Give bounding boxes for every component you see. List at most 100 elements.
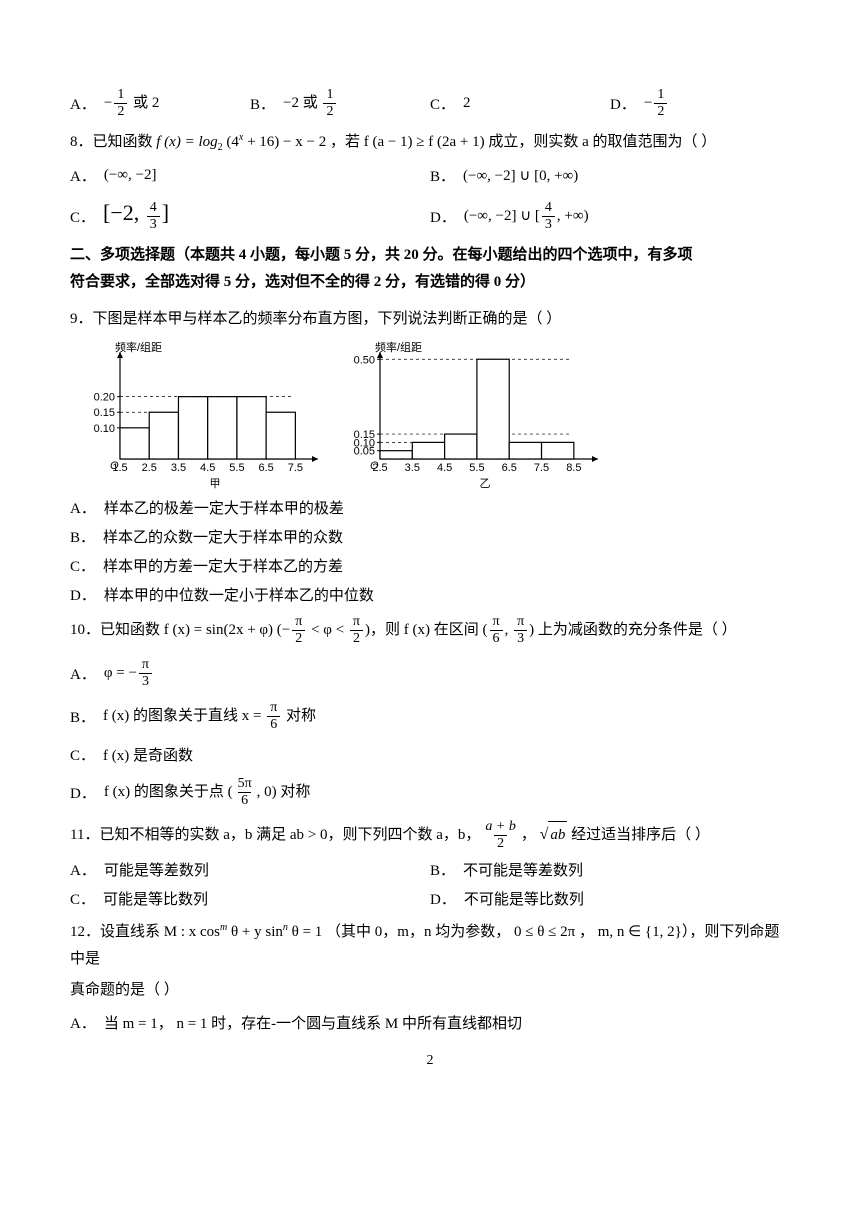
opt-text: 不可能是等比数列 [464,888,584,909]
q8-opt-a: A． (−∞, −2] [70,165,430,186]
opt-label: A． [70,859,96,880]
q8-options-row1: A． (−∞, −2] B． (−∞, −2] ∪ [0, +∞) [70,165,790,186]
svg-text:频率/组距: 频率/组距 [115,340,162,354]
opt-label: A． [70,93,96,114]
opt-label: C． [430,93,455,114]
opt-text: f (x) 的图象关于点 (5π6, 0) 对称 [104,777,311,808]
opt-text: (−∞, −2] ∪ [0, +∞) [463,166,578,185]
svg-text:7.5: 7.5 [288,462,303,474]
svg-text:0.10: 0.10 [94,423,115,435]
svg-text:1.5: 1.5 [112,462,127,474]
q11-options-row2: C． 可能是等比数列 D． 不可能是等比数列 [70,888,790,909]
opt-text: −12 或 2 [104,88,159,119]
opt-label: C． [70,555,95,576]
opt-text: 样本乙的众数一定大于样本甲的众数 [103,526,343,547]
svg-text:4.5: 4.5 [437,462,452,474]
q7-opt-c: C． 2 [430,88,610,119]
q11-opt-c: C． 可能是等比数列 [70,888,430,909]
opt-text: 样本乙的极差一定大于样本甲的极差 [104,497,344,518]
opt-label: A． [70,165,96,186]
q12-stem-2: 真命题的是（ ） [70,977,790,1004]
opt-text: −12 [644,88,669,119]
q11-options-row1: A． 可能是等差数列 B． 不可能是等差数列 [70,859,790,880]
opt-label: C． [70,744,95,765]
page-number: 2 [70,1053,790,1069]
svg-text:6.5: 6.5 [502,462,517,474]
svg-text:5.5: 5.5 [469,462,484,474]
opt-text: 2 [463,95,471,112]
svg-text:频率/组距: 频率/组距 [375,340,422,354]
opt-text: 不可能是等差数列 [463,859,583,880]
q8-options-row2: C． [−2, 43] D． (−∞, −2] ∪ [43, +∞) [70,200,790,232]
opt-label: C． [70,206,95,227]
opt-text: φ = −π3 [104,658,154,689]
svg-text:5.5: 5.5 [229,462,244,474]
q9-charts: 频率/组距O0.100.150.201.52.53.54.55.56.57.5甲… [70,339,790,489]
q9-histogram-1: 频率/组距O0.100.150.201.52.53.54.55.56.57.5甲 [70,339,330,489]
section-2-title: 二、多项选择题（本题共 4 小题，每小题 5 分，共 20 分。在每小题给出的四… [70,242,790,296]
q8-opt-d: D． (−∞, −2] ∪ [43, +∞) [430,200,790,232]
opt-label: B． [250,93,275,114]
q11-stem: 11．已知不相等的实数 a，b 满足 ab > 0，则下列四个数 a，b，a +… [70,820,790,851]
opt-text: (−∞, −2] [104,167,157,184]
q7-opt-b: B． −2 或 12 [250,88,430,119]
opt-text: 样本甲的中位数一定小于样本乙的中位数 [104,584,374,605]
page: A． −12 或 2 B． −2 或 12 C． 2 D． −12 8．已知函数… [0,0,860,1089]
opt-text: [−2, 43] [103,200,169,232]
q8-opt-b: B． (−∞, −2] ∪ [0, +∞) [430,165,790,186]
q12-opt-a: A． 当 m = 1， n = 1 时，存在-一个圆与直线系 M 中所有直线都相切 [70,1012,790,1033]
opt-label: B． [70,706,95,727]
opt-label: D． [70,782,96,803]
opt-text: 可能是等差数列 [104,859,209,880]
svg-text:4.5: 4.5 [200,462,215,474]
q7-opt-d: D． −12 [610,88,790,119]
q10-opt-d: D． f (x) 的图象关于点 (5π6, 0) 对称 [70,777,790,808]
svg-text:3.5: 3.5 [405,462,420,474]
opt-label: C． [70,888,95,909]
svg-text:3.5: 3.5 [171,462,186,474]
q12-stem: 12．设直线系 M : x cosm θ + y sinn θ = 1 （其中 … [70,919,790,973]
q11-opt-b: B． 不可能是等差数列 [430,859,790,880]
opt-label: B． [70,526,95,547]
q7-options: A． −12 或 2 B． −2 或 12 C． 2 D． −12 [70,88,790,119]
q11-opt-d: D． 不可能是等比数列 [430,888,790,909]
q11-opt-a: A． 可能是等差数列 [70,859,430,880]
opt-label: D． [70,584,96,605]
opt-text: (−∞, −2] ∪ [43, +∞) [464,201,589,232]
svg-text:7.5: 7.5 [534,462,549,474]
opt-text: 当 m = 1， n = 1 时，存在-一个圆与直线系 M 中所有直线都相切 [104,1012,522,1033]
svg-text:2.5: 2.5 [372,462,387,474]
q7-opt-a: A． −12 或 2 [70,88,250,119]
q8-stem: 8．已知函数 f (x) = log2 (4x + 16) − x − 2 ，若… [70,129,790,157]
svg-text:8.5: 8.5 [566,462,581,474]
q9-opt-d: D． 样本甲的中位数一定小于样本乙的中位数 [70,584,790,605]
svg-text:0.15: 0.15 [94,407,115,419]
q9-opt-b: B． 样本乙的众数一定大于样本甲的众数 [70,526,790,547]
svg-text:甲: 甲 [210,478,221,489]
opt-label: A． [70,663,96,684]
q9-opt-a: A． 样本乙的极差一定大于样本甲的极差 [70,497,790,518]
svg-text:0.15: 0.15 [354,429,375,441]
opt-label: D． [430,206,456,227]
q10-opt-c: C． f (x) 是奇函数 [70,744,790,765]
q9-histogram-2: 频率/组距O0.050.100.150.502.53.54.55.56.57.5… [330,339,610,489]
svg-text:0.20: 0.20 [94,392,115,404]
opt-label: A． [70,1012,96,1033]
svg-text:乙: 乙 [480,477,491,489]
opt-label: D． [430,888,456,909]
opt-text: 样本甲的方差一定大于样本乙的方差 [103,555,343,576]
opt-text: −2 或 12 [283,88,338,119]
q10-stem: 10．已知函数 f (x) = sin(2x + φ) (−π2 < φ < π… [70,615,790,646]
q10-opt-b: B． f (x) 的图象关于直线 x = π6 对称 [70,701,790,732]
svg-text:6.5: 6.5 [259,462,274,474]
opt-text: f (x) 是奇函数 [103,744,193,765]
svg-text:0.50: 0.50 [354,354,375,366]
opt-label: B． [430,859,455,880]
opt-text: f (x) 的图象关于直线 x = π6 对称 [103,701,316,732]
opt-text: 可能是等比数列 [103,888,208,909]
q10-opt-a: A． φ = −π3 [70,658,790,689]
svg-text:2.5: 2.5 [142,462,157,474]
opt-label: B． [430,165,455,186]
opt-label: A． [70,497,96,518]
opt-label: D． [610,93,636,114]
